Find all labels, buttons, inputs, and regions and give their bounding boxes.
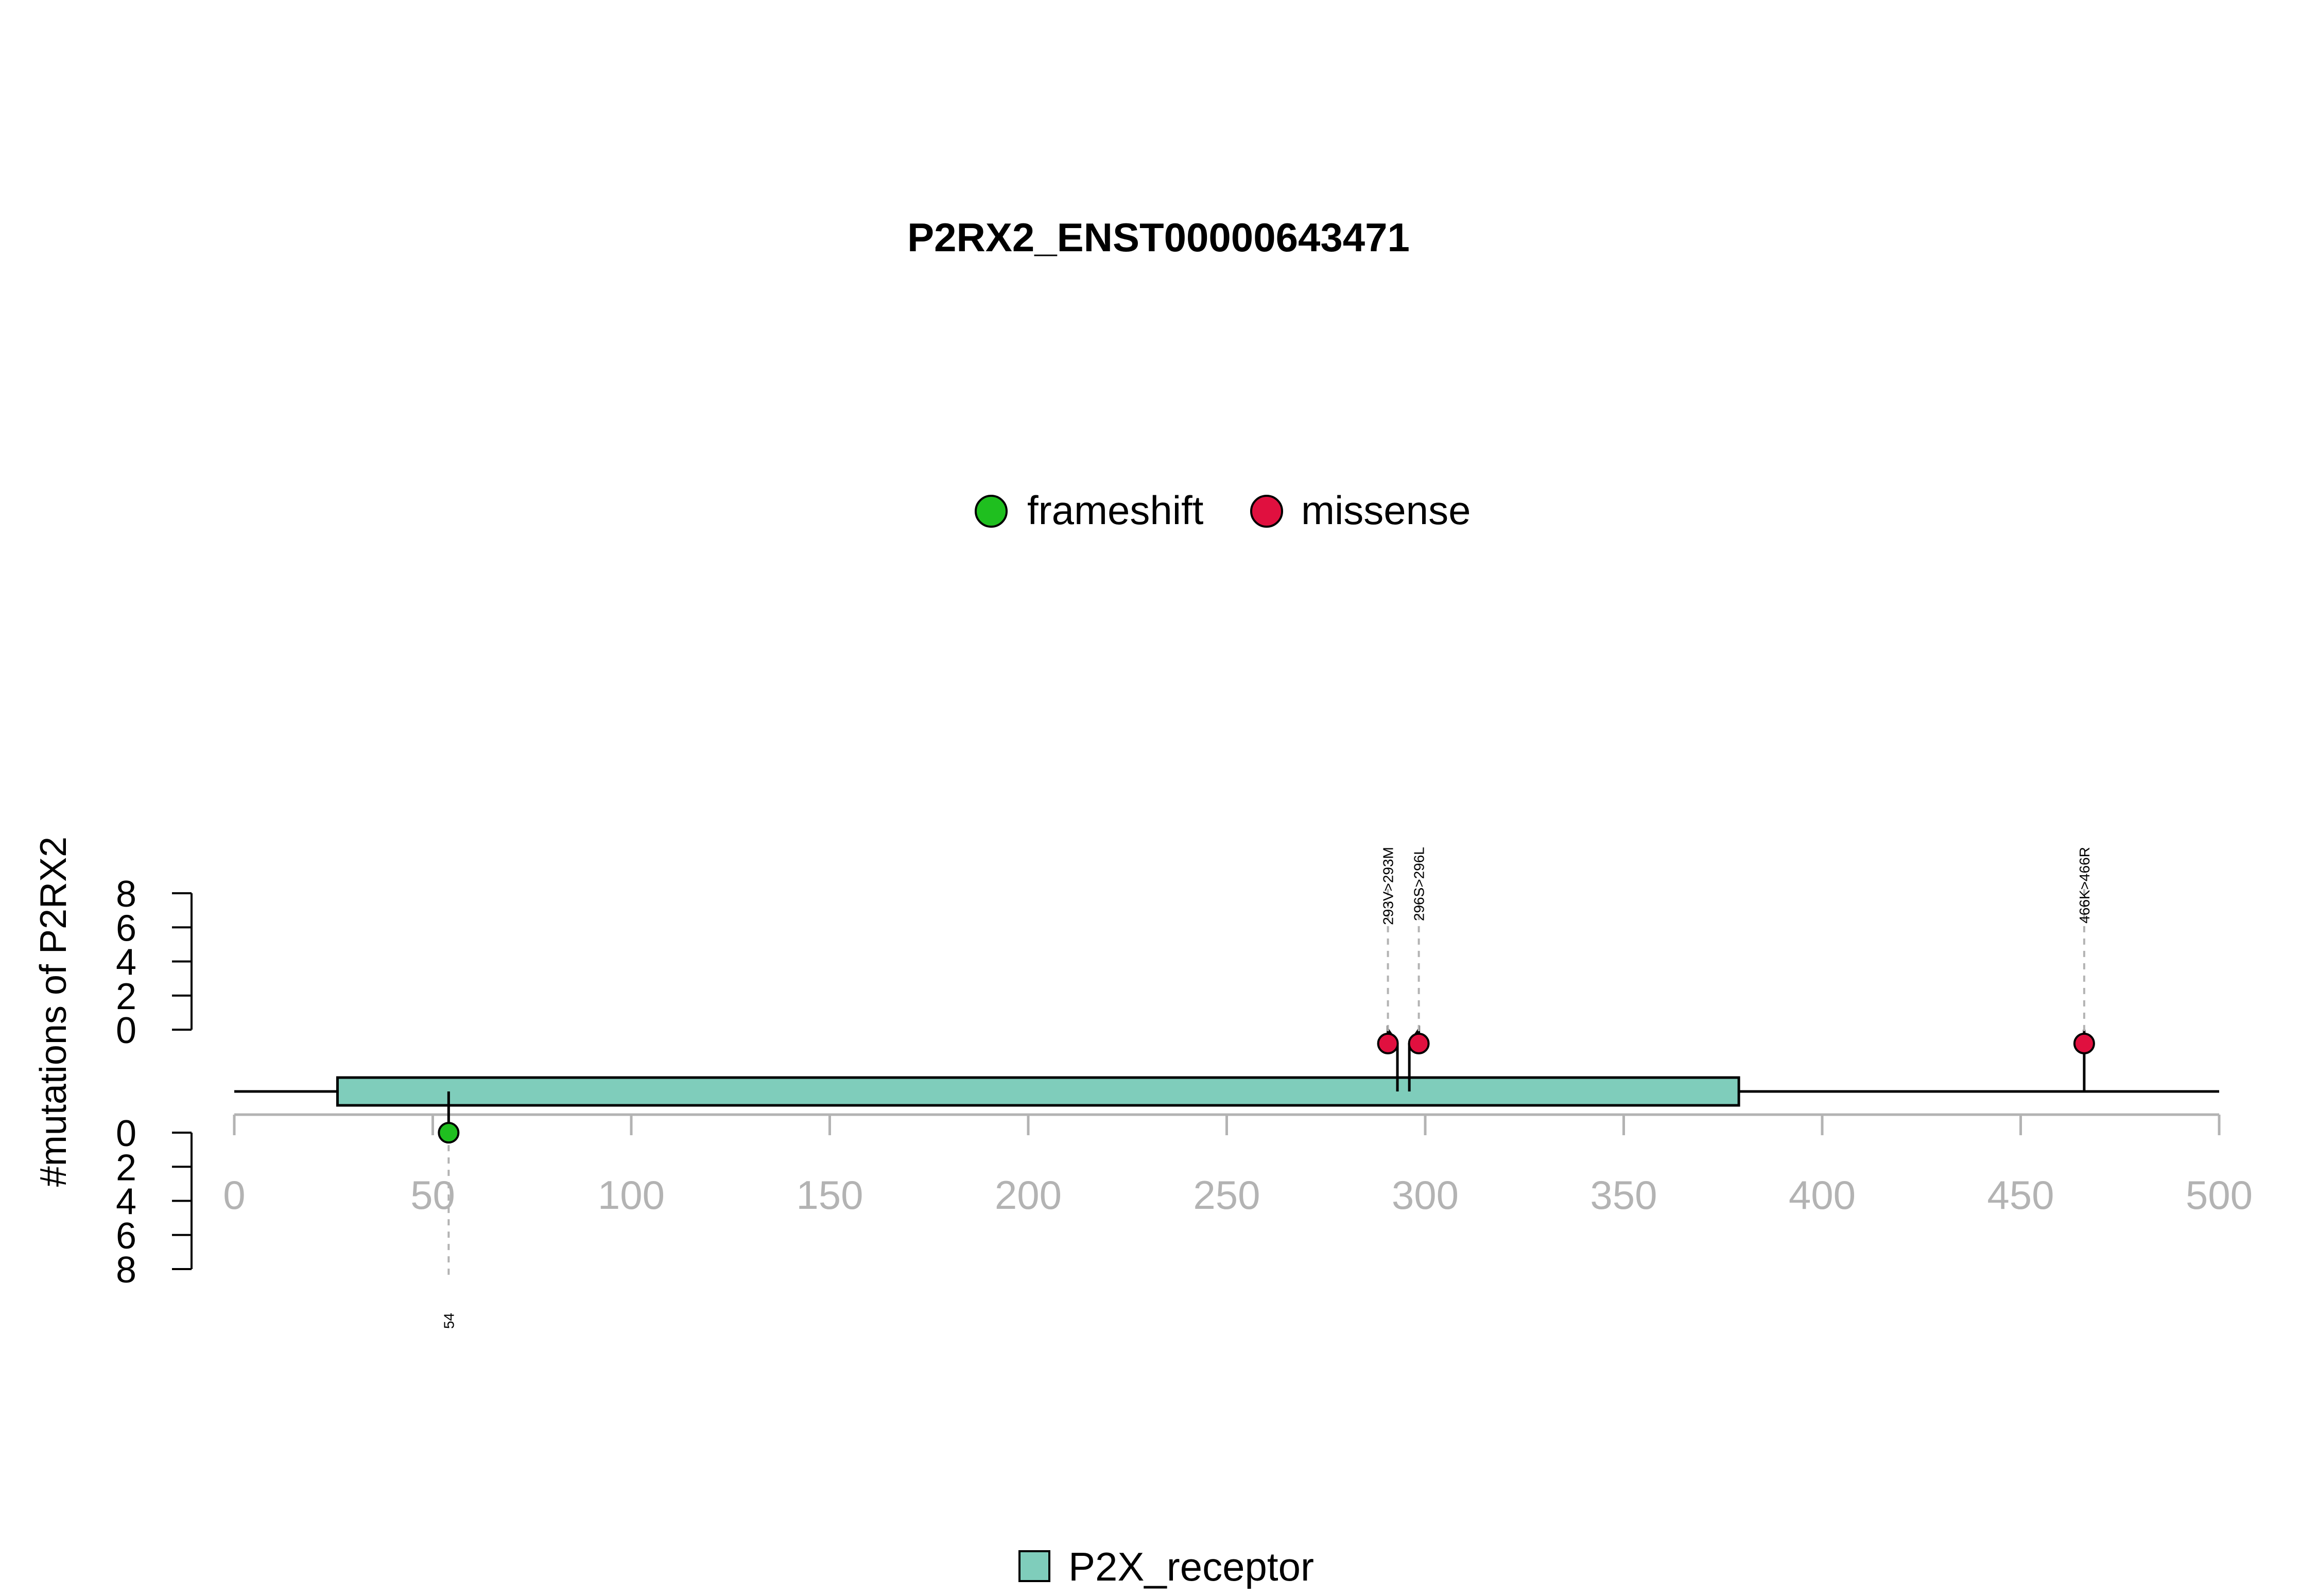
mutation-label: 466K>466R <box>2077 847 2093 924</box>
upper-y-tick-label: 0 <box>116 1010 136 1051</box>
mutation-label: 296S>296L <box>1411 847 1427 921</box>
lower-y-tick-label: 8 <box>116 1250 136 1291</box>
upper-y-tick-label: 8 <box>116 874 136 915</box>
legend-marker-missense <box>1250 495 1283 528</box>
x-tick-label: 450 <box>1987 1172 2054 1218</box>
upper-y-tick-label: 6 <box>116 908 136 949</box>
x-tick-label: 150 <box>796 1172 863 1218</box>
y-axis-label: #mutations of P2RX2 <box>33 837 74 1187</box>
lower-y-tick-label: 2 <box>116 1147 136 1188</box>
mutation-label: 54 <box>441 1313 457 1329</box>
mutation-marker <box>438 1122 460 1144</box>
mutation-marker <box>1408 1032 1430 1054</box>
domain-legend: P2X_receptor <box>1018 1544 1314 1589</box>
mutation-label: 293V>293M <box>1380 847 1396 925</box>
legend-label-frameshift: frameshift <box>1027 488 1204 533</box>
x-axis: 0 50 100 150 200 250 300 350 400 450 500 <box>223 1113 2253 1218</box>
x-tick-label: 300 <box>1392 1172 1459 1218</box>
mutation-marker <box>1377 1032 1399 1054</box>
legend-marker-frameshift <box>975 495 1008 528</box>
lower-y-tick-label: 6 <box>116 1216 136 1257</box>
x-tick-label: 0 <box>223 1172 245 1218</box>
chart-title: P2RX2_ENST00000643471 <box>907 215 1410 260</box>
lower-y-tick-label: 0 <box>116 1113 136 1154</box>
domain-P2X_receptor <box>336 1076 1740 1107</box>
x-tick-label: 350 <box>1590 1172 1657 1218</box>
lower-y-tick-label: 4 <box>116 1182 136 1223</box>
legend-label-missense: missense <box>1301 488 1471 533</box>
protein-backbone <box>234 1076 2219 1107</box>
domain-legend-label: P2X_receptor <box>1068 1544 1314 1589</box>
upper-y-tick-label: 4 <box>116 942 136 983</box>
upper-y-tick-label: 2 <box>116 976 136 1017</box>
mutation-marker <box>2073 1032 2095 1054</box>
x-tick-label: 100 <box>598 1172 665 1218</box>
x-tick-label: 400 <box>1789 1172 1856 1218</box>
x-tick-label: 200 <box>995 1172 1062 1218</box>
x-tick-label: 500 <box>2186 1172 2253 1218</box>
domain-legend-swatch <box>1018 1550 1050 1582</box>
mutation-legend: frameshift missense <box>975 488 1471 533</box>
x-tick-label: 250 <box>1193 1172 1260 1218</box>
mutation-lollipops: 293V>293M 296S>296L 466K>466R 54 <box>438 847 2095 1329</box>
